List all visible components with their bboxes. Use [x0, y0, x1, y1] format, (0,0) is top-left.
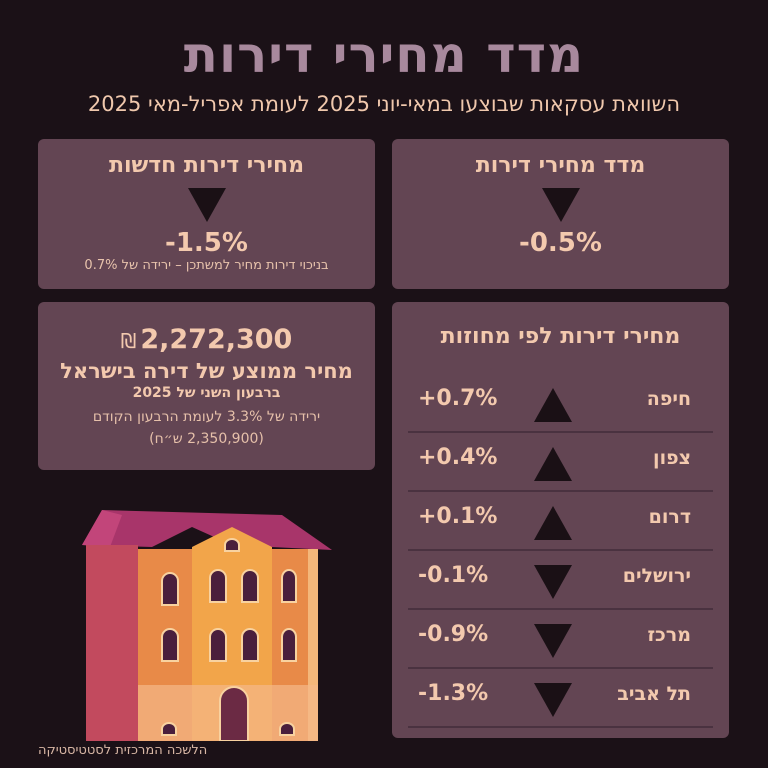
region-row: חיפה +0.7% [408, 374, 713, 433]
regions-card: מחירי דירות לפי מחוזות חיפה +0.7% צפון +… [392, 302, 729, 738]
region-name: מרכז [647, 624, 691, 646]
region-value: -0.1% [418, 563, 489, 588]
average-price: ₪ 2,272,300 [38, 324, 375, 355]
new-apartments-title: מחירי דירות חדשות [108, 153, 305, 178]
region-name: צפון [653, 447, 691, 469]
region-name: חיפה [646, 388, 691, 410]
region-value: +0.1% [418, 504, 498, 529]
triangle-up-icon [534, 388, 572, 422]
average-price-period: ברבעון השני של 2025 [132, 385, 281, 401]
triangle-down-icon [534, 683, 572, 717]
region-name: ירושלים [622, 565, 691, 587]
new-apartments-card: מחירי דירות חדשות -1.5% בניכוי דירות מחי… [38, 139, 375, 289]
region-row: צפון +0.4% [408, 433, 713, 492]
average-price-change: ירידה של 3.3% לעומת הרבעון הקודם [92, 409, 321, 425]
region-value: -1.3% [418, 681, 489, 706]
building-illustration [82, 510, 332, 741]
new-apartments-note: בניכוי דירות מחיר למשתכן – ירידה של 0.7% [84, 258, 329, 273]
region-value: +0.7% [418, 386, 498, 411]
average-price-title: מחיר ממוצע של דירה בישראל [60, 359, 353, 383]
source-credit: הלשכה המרכזית לסטטיסטיקה [38, 743, 208, 758]
housing-index-value: -0.5% [519, 228, 602, 258]
page-title: מדד מחירי דירות [183, 26, 585, 84]
regions-title: מחירי דירות לפי מחוזות [440, 324, 681, 349]
region-row: תל אביב -1.3% [408, 669, 713, 728]
housing-index-title: מדד מחירי דירות [475, 153, 646, 178]
triangle-down-icon [187, 188, 226, 222]
triangle-up-icon [534, 447, 572, 481]
triangle-up-icon [534, 506, 572, 540]
housing-index-card: מדד מחירי דירות -0.5% [392, 139, 729, 289]
region-name: תל אביב [617, 683, 691, 705]
triangle-down-icon [534, 624, 572, 658]
region-value: -0.9% [418, 622, 489, 647]
new-apartments-value: -1.5% [165, 228, 248, 258]
average-price-previous: (2,350,900 ש״ח) [149, 431, 264, 447]
page-subtitle: השוואת עסקאות שבוצעו במאי-יוני 2025 לעומ… [87, 92, 681, 116]
regions-list: חיפה +0.7% צפון +0.4% דרום +0.1% ירושלים… [408, 374, 713, 728]
region-row: ירושלים -0.1% [408, 551, 713, 610]
region-row: מרכז -0.9% [408, 610, 713, 669]
average-price-value: 2,272,300 [140, 324, 293, 355]
region-value: +0.4% [418, 445, 498, 470]
triangle-down-icon [534, 565, 572, 599]
average-price-card: ₪ 2,272,300 מחיר ממוצע של דירה בישראל ברב… [38, 302, 375, 470]
region-name: דרום [648, 506, 691, 528]
triangle-down-icon [541, 188, 580, 222]
region-row: דרום +0.1% [408, 492, 713, 551]
shekel-icon: ₪ [120, 329, 137, 353]
